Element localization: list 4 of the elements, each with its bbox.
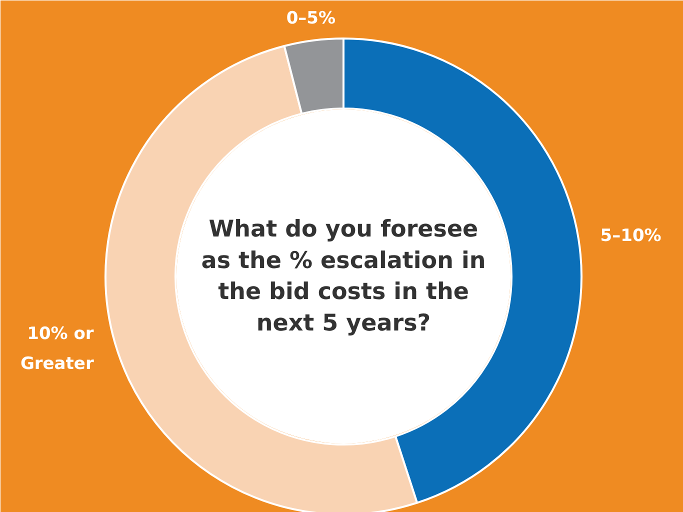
text: What do you foresee as the % escalation in the bid costs in the next 5 years? [201, 216, 486, 336]
slice-label: 0–5% [286, 8, 336, 29]
slice-label: 5–10% [600, 226, 662, 246]
slice-label: 10% or Greater [20, 324, 94, 374]
